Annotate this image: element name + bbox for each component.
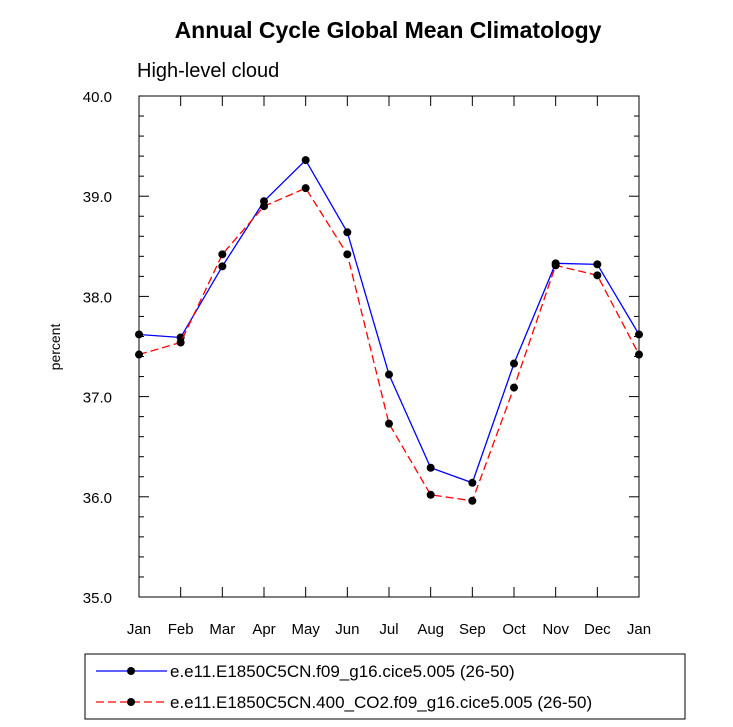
x-tick-label: Aug — [417, 621, 444, 638]
series-2-point — [135, 350, 143, 359]
chart-subtitle: High-level cloud — [137, 60, 279, 82]
series-2-point — [176, 338, 185, 347]
series-2-point — [343, 250, 352, 259]
plot-frame — [138, 95, 640, 598]
legend-label-1: e.e11.E1850C5CN.f09_g16.cice5.005 (26-50… — [170, 662, 515, 681]
series-2-point — [260, 202, 268, 211]
legend: e.e11.E1850C5CN.f09_g16.cice5.005 (26-50… — [96, 662, 592, 712]
series-2-point — [593, 271, 602, 280]
x-tick-label: Feb — [168, 621, 194, 638]
legend-marker-1 — [127, 667, 135, 675]
series-1-point — [635, 330, 643, 339]
series-1-point — [426, 463, 435, 472]
series-line-1 — [138, 159, 640, 484]
series-1-point — [510, 359, 518, 368]
x-tick-label: Jan — [627, 621, 651, 638]
y-tick-label: 40.0 — [83, 89, 112, 106]
x-tick-label: Apr — [252, 621, 275, 638]
y-tick-label: 35.0 — [83, 590, 112, 607]
y-tick-label: 36.0 — [83, 490, 112, 507]
chart-title: Annual Cycle Global Mean Climatology — [175, 17, 602, 43]
x-tick-label: Mar — [209, 621, 235, 638]
series-2-point — [551, 261, 560, 270]
x-tick-label: Jul — [379, 621, 398, 638]
series-2-point — [468, 496, 477, 505]
legend-label-2: e.e11.E1850C5CN.400_CO2.f09_g16.cice5.00… — [170, 693, 592, 712]
y-axis-label: percent — [47, 324, 63, 371]
series-group — [135, 156, 643, 505]
axis-ticks: Jan Feb Mar Apr May Jun Jul Aug Sep Oct Nov Dec Jan 3… — [83, 89, 651, 638]
series-1-point — [593, 260, 602, 269]
series-1-point — [343, 228, 352, 237]
series-1-point — [468, 478, 477, 487]
y-tick-label: 37.0 — [83, 390, 112, 407]
x-tick-label: May — [291, 621, 320, 638]
series-1-point — [218, 262, 227, 271]
x-tick-label: Oct — [502, 621, 526, 638]
series-2-point — [426, 490, 435, 499]
x-tick-label: Jan — [127, 621, 151, 638]
series-1-point — [385, 370, 393, 379]
series-1-point — [135, 330, 143, 339]
x-tick-label: Jun — [335, 621, 359, 638]
legend-box — [84, 653, 686, 720]
x-tick-label: Nov — [542, 621, 569, 638]
series-1-point — [301, 156, 310, 165]
x-tick-label: Dec — [584, 621, 611, 638]
series-line-2 — [138, 187, 640, 502]
y-tick-label: 38.0 — [83, 289, 112, 306]
series-2-point — [385, 419, 393, 428]
series-2-point — [510, 383, 518, 392]
x-tick-label: Sep — [459, 621, 486, 638]
y-tick-label: 39.0 — [83, 189, 112, 206]
series-2-point — [301, 184, 310, 193]
series-2-point — [635, 350, 643, 359]
legend-marker-2 — [127, 698, 135, 706]
series-2-point — [218, 250, 227, 259]
